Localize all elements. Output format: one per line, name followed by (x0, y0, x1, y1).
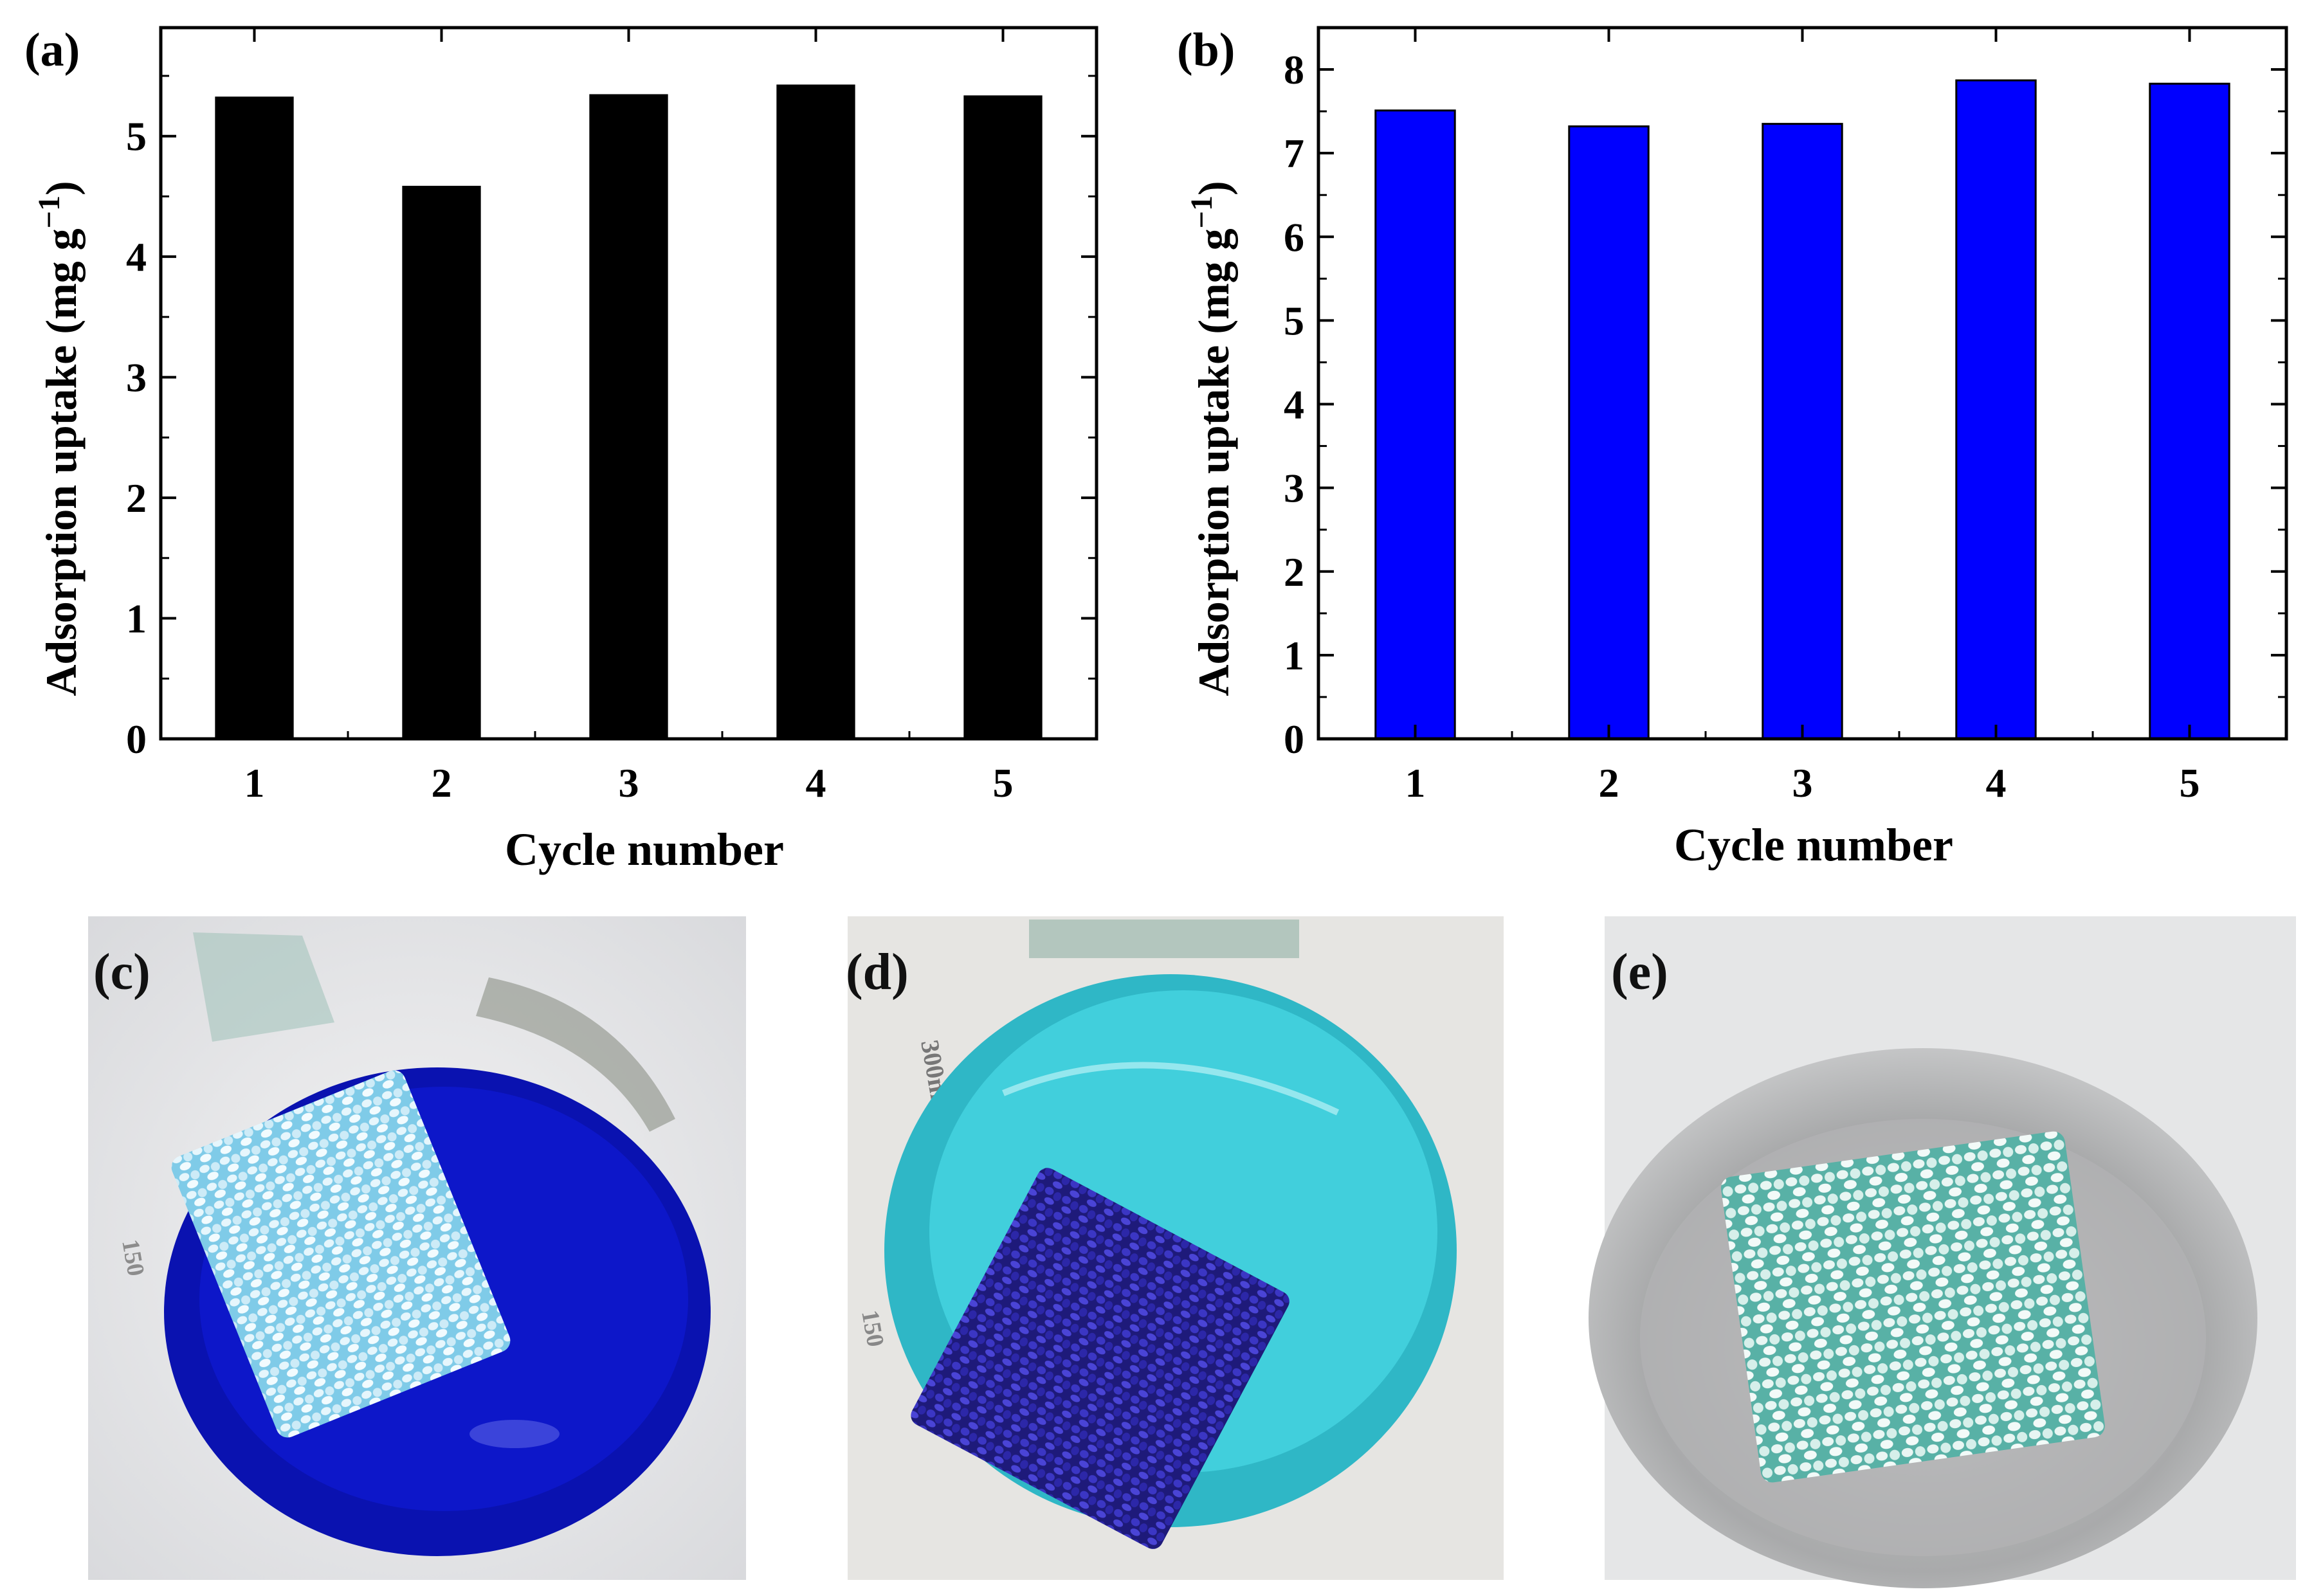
panel-label-b: (b) (1177, 24, 1235, 77)
beaker-mark-c: 150 (116, 1237, 149, 1278)
beaker-label-c (193, 932, 334, 1042)
bars-a (215, 84, 1043, 740)
bar-a-4 (776, 84, 855, 740)
bar-a-5 (963, 95, 1043, 740)
axes-b: 1 2 3 4 5 0 1 2 3 4 5 6 7 8 (1284, 26, 2288, 806)
chart-panel-b: (b) 1 2 3 4 5 0 1 2 3 4 5 6 7 8 Cycle number Adsorpti… (1177, 24, 2288, 871)
x-tick-label-b-4: 4 (1986, 760, 2007, 806)
plot-frame-a (159, 26, 1098, 741)
beaker-mark-d-2: 150 (856, 1308, 889, 1348)
panel-label-d: (d) (846, 944, 909, 1001)
y-tick-label-b-8: 8 (1284, 47, 1304, 93)
y-axis-label-b-sup: −1 (1185, 195, 1219, 228)
y-axis-label-b-close: ) (1189, 181, 1238, 195)
sponge-c (171, 1070, 511, 1438)
bar-b-2 (1568, 125, 1650, 740)
y-tick-label-b-3: 3 (1284, 466, 1304, 511)
y-tick-label-a-4: 4 (126, 234, 147, 280)
y-tick-label-b-2: 2 (1284, 549, 1304, 595)
x-tick-label-b-1: 1 (1405, 760, 1426, 806)
bar-b-1 (1374, 109, 1456, 740)
y-axis-label-a-main: Adsorption uptake (mg g (37, 228, 86, 696)
photo-c: 150 (c) (88, 916, 746, 1580)
panel-label-c: (c) (93, 944, 150, 1001)
y-tick-label-b-7: 7 (1284, 131, 1304, 176)
bar-a-3 (589, 94, 668, 740)
y-tick-label-a-1: 1 (126, 596, 147, 642)
chart-panel-a: (a) 1 2 3 4 5 0 1 2 3 4 5 Cycle number Adsorption … (24, 24, 1098, 875)
y-axis-label-a-sup: −1 (32, 195, 66, 228)
beaker-rim-label-c (476, 977, 675, 1132)
y-tick-label-a-2: 2 (126, 475, 147, 521)
axes-a: 1 2 3 4 5 0 1 2 3 4 5 (126, 26, 1098, 806)
x-tick-label-a-3: 3 (619, 760, 639, 806)
x-tick-label-a-1: 1 (244, 760, 265, 806)
x-axis-label-b: Cycle number (1674, 819, 1953, 871)
x-tick-label-a-4: 4 (806, 760, 826, 806)
x-axis-label-a: Cycle number (505, 824, 784, 875)
y-tick-label-b-5: 5 (1284, 298, 1304, 343)
y-tick-label-b-1: 1 (1284, 633, 1304, 678)
y-tick-label-a-3: 3 (126, 355, 147, 401)
y-tick-label-a-5: 5 (126, 114, 147, 159)
bar-b-4 (1955, 79, 2037, 740)
x-tick-label-b-2: 2 (1599, 760, 1619, 806)
bar-a-2 (402, 185, 481, 740)
y-axis-label-b: Adsorption uptake (mg g−1) (1185, 181, 1239, 696)
y-axis-label-a: Adsorption uptake (mg g−1) (32, 181, 86, 696)
x-tick-label-b-3: 3 (1792, 760, 1813, 806)
photo-d: 300ml 150 (d) (846, 916, 1504, 1580)
x-tick-label-b-5: 5 (2180, 760, 2200, 806)
bar-a-1 (215, 96, 294, 740)
y-axis-label-b-main: Adsorption uptake (mg g (1189, 228, 1238, 696)
y-tick-label-a-0: 0 (126, 716, 147, 762)
y-axis-label-a-close: ) (37, 181, 86, 195)
sponge-d (911, 1168, 1289, 1549)
beaker-label-d (1029, 920, 1299, 958)
x-tick-label-a-5: 5 (993, 760, 1014, 806)
panel-label-a: (a) (24, 24, 80, 77)
bar-b-3 (1762, 123, 1843, 740)
y-tick-label-b-6: 6 (1284, 214, 1304, 260)
y-tick-label-b-0: 0 (1284, 716, 1304, 762)
photo-e: (e) (1589, 916, 2296, 1588)
plot-frame-b (1316, 26, 2288, 741)
y-tick-label-b-4: 4 (1284, 382, 1304, 428)
bars-b (1374, 79, 2230, 740)
liquid-c-glare (469, 1420, 560, 1448)
x-tick-label-a-2: 2 (432, 760, 452, 806)
panel-label-e: (e) (1611, 944, 1668, 1001)
bar-b-5 (2149, 82, 2230, 740)
sponge-e (1720, 1131, 2105, 1483)
